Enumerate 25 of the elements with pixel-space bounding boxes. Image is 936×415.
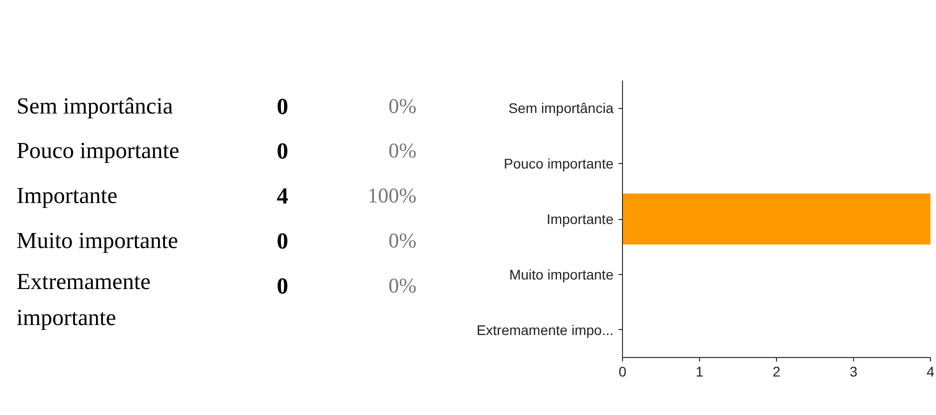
category-label: Sem importância	[16, 93, 173, 118]
data-label: 0%	[388, 228, 417, 253]
data-label: 0%	[388, 273, 417, 298]
data-label: 0	[276, 94, 288, 119]
data-label: 100%	[368, 183, 417, 208]
data-label: 0%	[388, 138, 417, 163]
category-label: Pouco importante	[16, 138, 180, 164]
data-label: 4	[276, 183, 289, 208]
y-tick-label: Sem importância	[508, 100, 614, 116]
category-label: Muito importante	[16, 228, 178, 254]
data-label: 0	[276, 228, 288, 254]
data-label: 0	[276, 138, 288, 164]
x-tick-label: 0	[618, 364, 627, 380]
x-tick-label: 4	[926, 364, 935, 380]
y-tick-label: Pouco importante	[504, 156, 614, 172]
category-label: Importante	[16, 182, 118, 208]
data-label: 0	[276, 273, 288, 298]
category-label: Extremamente importante	[16, 268, 151, 330]
y-tick-label: Importante	[546, 211, 614, 227]
y-tick-label: Muito importante	[509, 266, 614, 282]
y-tick-label: Extremamente impo...	[476, 322, 614, 338]
x-tick-label: 2	[772, 364, 781, 380]
x-tick-label: 3	[850, 364, 858, 380]
x-tick-label: 1	[696, 364, 704, 380]
data-label: 0%	[388, 94, 417, 118]
